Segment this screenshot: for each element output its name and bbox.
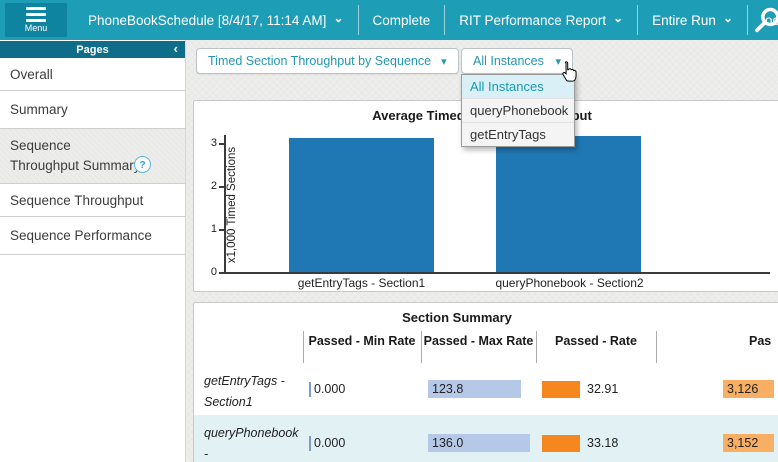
menu-button-label: Menu (24, 23, 48, 33)
min-rate-bar (309, 381, 311, 397)
topbar-item-label: PhoneBookSchedule [8/4/17, 11:14 AM] (88, 12, 327, 28)
sidebar-item-sequence-throughput[interactable]: Sequence Throughput (0, 184, 185, 217)
row-label: getEntryTags - Section1 (204, 374, 285, 409)
dropdown-arrow-icon (431, 54, 447, 68)
sidebar-header: Pages (0, 41, 185, 58)
sidebar-item-sequence-throughput-summary[interactable]: Sequence Throughput Summary (0, 129, 185, 184)
top-navigation-bar: Menu PhoneBookSchedule [8/4/17, 11:14 AM… (0, 0, 778, 40)
search-icon[interactable] (751, 5, 778, 42)
y-tick-label: 1 (210, 223, 217, 235)
menu-item-all-instances[interactable]: All Instances (462, 75, 574, 99)
instance-filter-dropdown-value: All Instances (473, 54, 544, 68)
cell-passed: 3,152 (723, 434, 774, 452)
y-tick-label: 2 (210, 180, 217, 192)
chevron-down-icon (326, 13, 343, 28)
menu-item-queryphonebook[interactable]: queryPhonebook (462, 99, 574, 123)
column-header-min-rate: Passed - Min Rate (308, 334, 416, 348)
menu-item-label: queryPhonebook (470, 103, 569, 118)
collapse-sidebar-icon[interactable] (174, 41, 178, 58)
sidebar-item-sequence-performance[interactable]: Sequence Performance (0, 217, 185, 255)
menu-item-label: All Instances (470, 79, 544, 94)
chart-x-axis (224, 272, 770, 274)
max-rate-bar: 136.0 (428, 434, 530, 452)
topbar-separator (444, 5, 446, 35)
hamburger-icon (26, 7, 46, 22)
row-label: queryPhonebook - Section2 (204, 426, 299, 461)
table-row: getEntryTags - Section1 0.000 123.8 32.9… (194, 363, 778, 415)
sidebar-item-label: Overall (10, 66, 53, 82)
cell-rate: 33.18 (542, 434, 618, 452)
topbar-item-run[interactable]: Entire Run (638, 0, 747, 40)
menu-item-label: getEntryTags (470, 127, 546, 142)
instance-filter-dropdown[interactable]: All Instances (461, 48, 573, 74)
y-tick-mark (219, 143, 224, 145)
sidebar-header-label: Pages (76, 43, 109, 56)
sidebar-item-overall[interactable]: Overall (0, 58, 185, 91)
cell-max-rate: 123.8 (428, 380, 521, 398)
y-tick-label: 0 (210, 266, 217, 278)
cell-rate: 32.91 (542, 380, 618, 398)
y-tick-mark (219, 272, 224, 274)
topbar-separator (747, 5, 749, 35)
rate-bar (542, 380, 580, 398)
menu-item-getentrytags[interactable]: getEntryTags (462, 123, 574, 146)
menu-button[interactable]: Menu (5, 3, 67, 37)
y-tick-mark (219, 186, 224, 188)
topbar-items: PhoneBookSchedule [8/4/17, 11:14 AM] Com… (74, 0, 778, 40)
chart-bar-queryphonebook (496, 136, 641, 272)
instance-dropdown-menu: All Instances queryPhonebook getEntryTag… (461, 74, 575, 147)
x-category-label: getEntryTags - Section1 (297, 276, 426, 290)
max-rate-bar: 123.8 (428, 380, 521, 398)
cell-max-rate: 136.0 (428, 434, 530, 452)
min-rate-bar (309, 435, 311, 451)
sidebar-item-label: Sequence Throughput Summary (10, 138, 141, 173)
dropdown-arrow-icon (545, 54, 561, 68)
table-row: queryPhonebook - Section2 0.000 136.0 33… (194, 415, 778, 462)
chart-y-axis-label: x1,000 Timed Sections (226, 146, 238, 264)
report-view-dropdown[interactable]: Timed Section Throughput by Sequence (196, 48, 459, 74)
sidebar-item-label: Sequence Throughput (10, 192, 144, 208)
passed-bar: 3,126 (723, 380, 774, 398)
topbar-item-label: RIT Performance Report (459, 12, 607, 28)
sidebar-item-label: Summary (10, 102, 68, 117)
chevron-down-icon (716, 13, 733, 28)
column-header-max-rate: Passed - Max Rate (423, 334, 534, 348)
rate-bar (542, 434, 580, 452)
throughput-chart-panel: Average Timed Section Throughput x1,000 … (193, 100, 778, 292)
topbar-separator (637, 5, 639, 35)
sidebar-item-summary[interactable]: Summary (0, 91, 185, 129)
help-icon[interactable] (134, 156, 151, 173)
status-badge: Complete (372, 12, 431, 28)
pages-sidebar: Pages Overall Summary Sequence Throughpu… (0, 40, 186, 462)
cell-min-rate: 0.000 (309, 434, 345, 452)
topbar-item-report[interactable]: RIT Performance Report (445, 0, 637, 40)
main-content: Timed Section Throughput by Sequence All… (186, 40, 778, 462)
topbar-item-label: Entire Run (652, 12, 716, 28)
topbar-item-status: Complete (359, 0, 445, 40)
topbar-item-schedule[interactable]: PhoneBookSchedule [8/4/17, 11:14 AM] (74, 0, 358, 40)
cell-min-rate: 0.000 (309, 380, 345, 398)
y-tick-mark (219, 229, 224, 231)
table-title: Section Summary (402, 310, 512, 325)
passed-bar: 3,152 (723, 434, 774, 452)
column-header-rate: Passed - Rate (555, 334, 637, 348)
column-header-passed: Pas (749, 334, 772, 348)
x-category-label: queryPhonebook - Section2 (495, 276, 644, 290)
sidebar-item-label: Sequence Performance (10, 228, 152, 243)
section-summary-panel: Section Summary Passed - Min Rate Passed… (193, 302, 778, 462)
y-tick-label: 3 (210, 137, 217, 149)
chart-y-axis (224, 135, 226, 273)
chart-bar-getentrytags (289, 138, 434, 272)
report-view-dropdown-value: Timed Section Throughput by Sequence (208, 54, 432, 68)
cell-passed: 3,126 (723, 380, 774, 398)
chevron-down-icon (606, 13, 623, 28)
topbar-separator (357, 5, 359, 35)
